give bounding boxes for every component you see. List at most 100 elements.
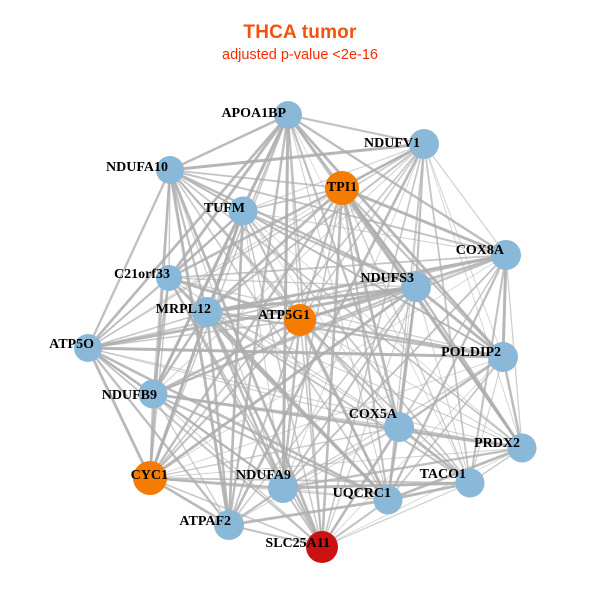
network-edge xyxy=(281,481,472,490)
network-edge xyxy=(397,355,505,429)
network-edge xyxy=(151,318,302,396)
network-edge xyxy=(87,347,523,449)
network-edge xyxy=(168,277,504,358)
network-edge xyxy=(169,169,523,449)
network-edge xyxy=(281,318,302,490)
network-edge xyxy=(152,393,284,489)
network-node-label-prdx2: PRDX2 xyxy=(474,436,520,451)
network-node-label-c21orf33: C21orf33 xyxy=(114,267,170,282)
network-node-ndufv1[interactable] xyxy=(409,129,439,159)
network-node-prdx2[interactable] xyxy=(507,433,537,463)
figure-title-block: THCA tumor adjusted p-value <2e-16 xyxy=(0,22,600,65)
network-edge xyxy=(469,356,504,484)
network-edge xyxy=(282,254,507,489)
network-node-label-atpaf2: ATPAF2 xyxy=(179,514,231,529)
network-edge xyxy=(205,310,390,502)
network-node-label-ndufv1: NDUFV1 xyxy=(364,136,420,151)
network-edge xyxy=(149,277,170,479)
network-edge xyxy=(501,355,524,450)
network-edge xyxy=(87,277,170,349)
network-edge xyxy=(86,346,152,480)
network-node-tufm[interactable] xyxy=(228,196,258,226)
network-node-cyc1[interactable] xyxy=(133,461,167,495)
network-edge xyxy=(168,168,418,289)
network-edge xyxy=(86,168,172,350)
network-edge xyxy=(169,169,507,256)
network-edge xyxy=(282,426,400,489)
network-edge xyxy=(151,310,209,396)
network-node-mrpl12[interactable] xyxy=(192,297,222,327)
network-node-tpi1[interactable] xyxy=(325,171,359,205)
network-node-slc25a11[interactable] xyxy=(306,531,338,563)
network-node-label-cox5a: COX5A xyxy=(349,407,398,422)
network-node-cox5a[interactable] xyxy=(384,412,414,442)
network-node-cox8a[interactable] xyxy=(491,240,521,270)
network-edge xyxy=(227,498,390,527)
network-edge xyxy=(468,253,508,485)
network-edge xyxy=(205,310,505,359)
network-edge xyxy=(87,143,425,349)
network-node-ndufa10[interactable] xyxy=(156,156,184,184)
network-edge xyxy=(86,346,231,527)
network-edge xyxy=(149,477,471,484)
network-node-apoa1bp[interactable] xyxy=(274,101,302,129)
network-edge xyxy=(87,311,208,349)
network-edge xyxy=(151,392,524,450)
network-node-label-cox8a: COX8A xyxy=(456,243,505,258)
network-node-label-poldip2: POLDIP2 xyxy=(441,345,501,360)
network-edge xyxy=(423,143,504,358)
network-edge xyxy=(340,186,390,502)
network-edge xyxy=(423,143,523,449)
network-edge xyxy=(298,318,505,359)
network-node-label-taco1: TACO1 xyxy=(420,467,466,482)
network-node-c21orf33[interactable] xyxy=(156,265,182,291)
network-edge xyxy=(205,310,231,527)
network-edge xyxy=(149,426,400,479)
network-node-label-ndufa9: NDUFA9 xyxy=(236,468,291,483)
network-node-ndufa9[interactable] xyxy=(268,473,298,503)
network-node-label-atp5o: ATP5O xyxy=(49,337,94,352)
network-edge xyxy=(387,356,504,501)
network-node-label-uqcrc1: UQCRC1 xyxy=(333,486,391,501)
network-edge xyxy=(148,285,418,480)
network-node-poldip2[interactable] xyxy=(488,342,518,372)
network-node-atpaf2[interactable] xyxy=(214,510,244,540)
network-node-label-slc25a11: SLC25A11 xyxy=(265,536,330,551)
network-edge xyxy=(299,319,400,428)
network-edge xyxy=(87,319,301,349)
network-edge xyxy=(241,209,418,289)
network-edge xyxy=(148,318,302,480)
network-edge xyxy=(168,142,426,172)
network-edge xyxy=(168,254,507,279)
network-node-label-apoa1bp: APOA1BP xyxy=(221,106,286,121)
network-edge xyxy=(414,285,505,359)
network-edge xyxy=(148,168,172,480)
network-node-label-tpi1: TPI1 xyxy=(327,180,357,195)
network-node-atp5g1[interactable] xyxy=(284,304,316,336)
network-node-ndufs3[interactable] xyxy=(401,272,431,302)
network-edge xyxy=(168,168,231,527)
network-edge xyxy=(86,346,390,502)
network-node-atp5o[interactable] xyxy=(74,334,102,362)
network-edge xyxy=(242,210,471,484)
network-edge xyxy=(86,113,290,350)
network-edge xyxy=(386,446,524,502)
network-edge xyxy=(287,114,471,484)
network-edge xyxy=(86,285,418,350)
network-node-ndufb9[interactable] xyxy=(138,379,168,409)
network-node-label-ndufa10: NDUFA10 xyxy=(106,160,168,175)
network-edge xyxy=(386,253,508,502)
network-edge xyxy=(286,113,426,146)
network-edge xyxy=(299,319,471,484)
network-node-label-cyc1: CYC1 xyxy=(131,468,168,483)
network-edge xyxy=(298,285,418,322)
network-node-uqcrc1[interactable] xyxy=(373,485,403,515)
network-edge xyxy=(414,142,426,289)
network-edge xyxy=(501,253,508,359)
network-edge xyxy=(286,113,508,257)
network-node-taco1[interactable] xyxy=(455,468,485,498)
network-edge xyxy=(321,447,523,548)
network-edge xyxy=(340,186,508,257)
